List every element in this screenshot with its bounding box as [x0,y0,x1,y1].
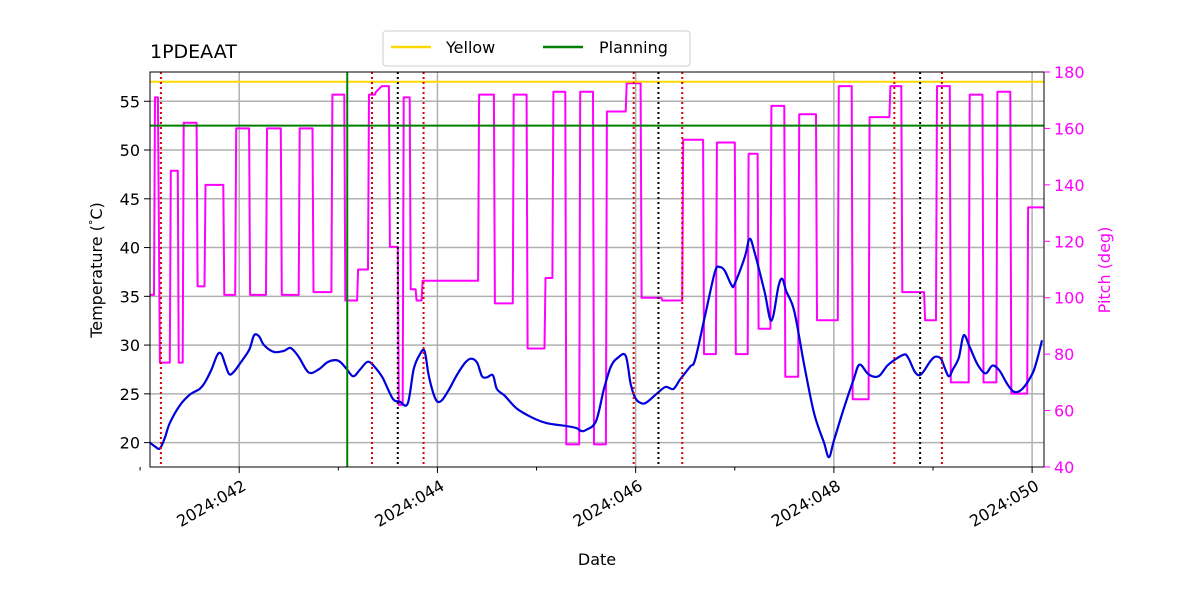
y2-tick-label: 60 [1054,402,1074,421]
y2-tick-label: 120 [1054,232,1085,251]
y-axis-label: Temperature (°C) [87,202,106,339]
y-tick-label: 45 [120,190,140,209]
y-tick-label: 25 [120,385,140,404]
y2-tick-label: 180 [1054,63,1085,82]
y2-tick-label: 100 [1054,289,1085,308]
chart-title: 1PDEAAT [150,41,237,63]
y-tick-label: 20 [120,434,140,453]
series-line-temperature [150,237,1044,459]
y2-axis-label: Pitch (deg) [1095,227,1114,314]
y-tick-label: 30 [120,336,140,355]
reference-lines [150,72,1044,467]
series-line-pitch [150,82,1044,446]
legend-planning-label: Planning [599,38,668,57]
y2-tick-label: 160 [1054,119,1085,138]
y-tick-label: 50 [120,141,140,160]
y2-tick-label: 40 [1054,458,1074,477]
y2-tick-label: 140 [1054,176,1085,195]
x-axis-label: Date [578,550,616,569]
legend-yellow-label: Yellow [445,38,495,57]
y-tick-label: 40 [120,239,140,258]
plot-frame [149,71,1045,468]
plot-series [150,82,1044,459]
legend: Yellow Planning [382,30,691,67]
y-axis-right: 40 60 80 100 120 140 160 180 [1044,63,1085,477]
legend-box [382,30,691,67]
y-tick-label: 35 [120,287,140,306]
y2-tick-label: 80 [1054,345,1074,364]
y-tick-label: 55 [120,92,140,111]
y-axis-left: 20 25 30 35 40 45 50 55 [120,92,150,453]
